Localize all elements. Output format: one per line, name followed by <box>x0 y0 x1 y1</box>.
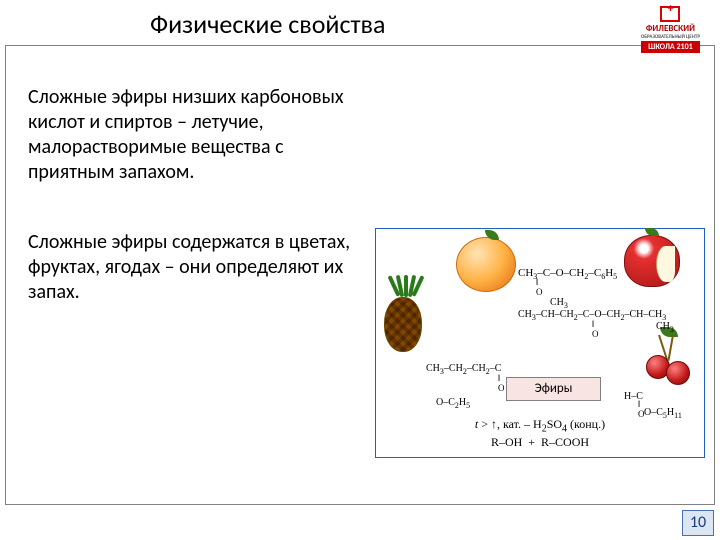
logo-sub: ОБРАЗОВАТЕЛЬНЫЙ ЦЕНТР <box>641 34 700 40</box>
formula-pineapple-2: O–C2H5 <box>436 397 470 410</box>
paragraph-2: Сложные эфиры содержатся в цветах, фрукт… <box>28 230 368 305</box>
formula-apple-o: ‖O <box>592 319 599 339</box>
formula-peach: CH3–C–O–CH2–C6H5 <box>518 267 617 281</box>
formula-cherry-o: ‖O <box>638 399 645 419</box>
apple-icon <box>624 235 680 287</box>
esters-label-box: Эфиры <box>506 377 601 401</box>
slide-title: Физические свойства <box>150 8 385 40</box>
esters-diagram: CH3–C–O–CH2–C6H5 ‖O CH3 CH3–CH–CH2–C–O–C… <box>375 228 705 458</box>
reaction-equation: t > ↑, кат. – H2SO4 (конц.) R–OH + R–COO… <box>376 417 704 451</box>
pineapple-icon <box>384 297 422 352</box>
logo-icon <box>660 6 680 22</box>
logo-school: ШКОЛА 2101 <box>641 41 700 53</box>
formula-apple-3: CH3 <box>656 321 674 334</box>
formula-pineapple: CH3–CH2–CH2–C <box>426 363 501 376</box>
formula-peach-o: ‖O <box>536 277 543 297</box>
peach-icon <box>456 237 516 292</box>
formula-pineapple-o: ‖O <box>498 373 505 393</box>
page-number: 10 <box>682 510 714 536</box>
school-logo: ФИЛЕВСКИЙ ОБРАЗОВАТЕЛЬНЫЙ ЦЕНТР ШКОЛА 21… <box>641 6 700 53</box>
paragraph-1: Сложные эфиры низших карбоновых кислот и… <box>28 85 368 185</box>
logo-name: ФИЛЕВСКИЙ <box>641 23 700 34</box>
